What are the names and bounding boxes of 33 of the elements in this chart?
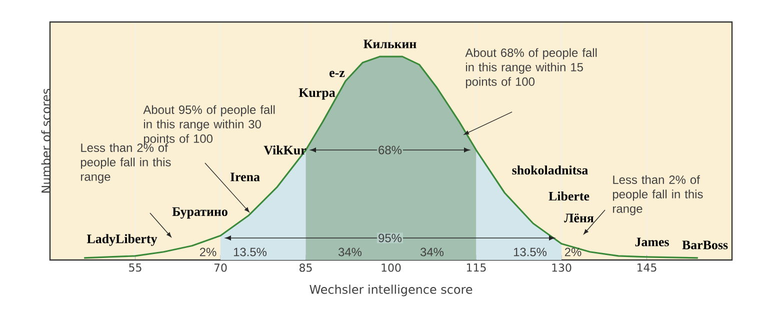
x-tick-label: 85 [300,264,312,272]
annotation: Less than 2% of people fall in this range [80,143,171,184]
annotation: 34% [420,248,444,256]
text: Килькин [364,40,416,48]
y-axis-title: Number of scores [41,88,50,193]
x-tick-label: 55 [129,264,142,272]
x-tick-label: 115 [467,264,486,272]
annotation: Irena [230,172,260,182]
x-tick-label: 70 [214,264,227,272]
annotation: 68% [378,146,402,154]
annotation: 2% [200,248,216,256]
annotation: Буратино [172,207,228,219]
annotation: Kurpa [298,88,336,100]
annotation: shokoladnitsa [512,165,588,175]
annotation: Лёня [564,214,594,222]
annotation: James [635,238,669,246]
annotation: About 95% of people fall in this range within 30 points of 100 [143,105,275,146]
annotation: VikKur [264,145,306,155]
x-tick-label: 100 [382,264,401,272]
x-tick-label: 145 [638,264,656,272]
annotation: e-z [330,70,345,78]
annotation: BarBoss [682,240,728,250]
annotation: 34% [338,248,362,256]
annotation: About 68% of people fall in this range within 15 points of 100 [465,48,597,88]
x-tick-label: 130 [552,264,572,272]
annotation: 2% [564,248,582,256]
annotation: Liberte [548,191,590,201]
annotation: LadyLiberty [86,234,158,246]
annotation: 95% [378,234,402,242]
x-axis-title: Wechsler intelligence score [310,284,472,296]
annotation: Less than 2% of people fall in this range [612,175,703,216]
annotation: 13.5% [514,248,547,256]
annotation: 13.5% [234,248,267,256]
